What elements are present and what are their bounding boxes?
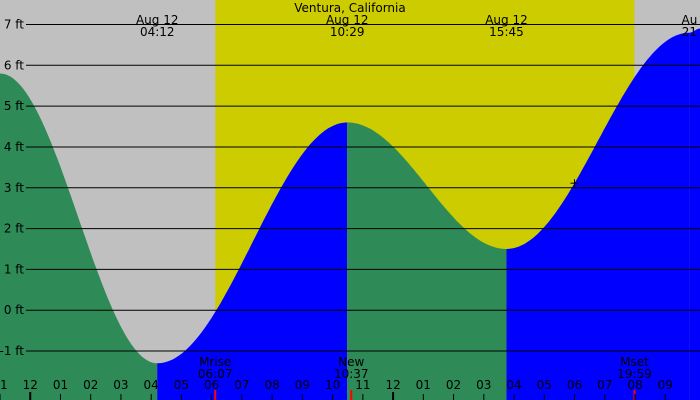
hour-tick-label: 04: [506, 378, 521, 392]
moon-event-time: 19:59: [617, 367, 652, 381]
tide-event-date: Aug 12: [136, 13, 179, 27]
hour-tick-label: 01: [416, 378, 431, 392]
hour-tick-label: 08: [264, 378, 279, 392]
hour-tick-label: 08: [627, 378, 642, 392]
y-tick-label: 5 ft: [4, 99, 24, 113]
hour-tick-label: 07: [597, 378, 612, 392]
tide-event-date: Au: [682, 13, 698, 27]
hour-tick-label: 02: [446, 378, 461, 392]
hour-tick-label: 09: [658, 378, 673, 392]
y-tick-label: 0 ft: [4, 303, 24, 317]
hour-tick-label: 09: [295, 378, 310, 392]
moon-event-label: Mset: [620, 355, 649, 369]
moon-event-time: 10:37: [334, 367, 369, 381]
hour-tick-label: 03: [476, 378, 491, 392]
tide-event-time: 10:29: [330, 25, 365, 39]
hour-tick-label: 11: [355, 378, 370, 392]
hour-tick-label: 06: [204, 378, 219, 392]
y-tick-label: 7 ft: [4, 17, 24, 31]
tide-event-time: 21: [682, 25, 697, 39]
falling-tide-area: [347, 122, 507, 400]
y-tick-label: -1 ft: [0, 344, 24, 358]
tide-event-time: 04:12: [140, 25, 175, 39]
hour-tick-label: 02: [83, 378, 98, 392]
hour-tick-label: 04: [144, 378, 159, 392]
moon-event-time: 06:07: [198, 367, 233, 381]
y-tick-label: 2 ft: [4, 222, 24, 236]
tide-event-date: Aug 12: [326, 13, 369, 27]
moon-event-label: New: [338, 355, 364, 369]
y-axis-labels: 7 ft 6 ft 5 ft 4 ft 3 ft 2 ft 1 ft 0 ft -1 ft: [0, 17, 24, 358]
hour-tick-label: 11: [0, 378, 8, 392]
rising-tide-area: [157, 122, 348, 400]
tide-fills: [0, 28, 700, 400]
grid-lines: [26, 23, 700, 352]
hour-tick-label: 12: [23, 378, 38, 392]
hour-tick-label: 05: [537, 378, 552, 392]
hour-tick-label: 06: [567, 378, 582, 392]
hour-tick-label: 03: [113, 378, 128, 392]
y-tick-label: 4 ft: [4, 140, 24, 154]
tide-event-time: 15:45: [489, 25, 524, 39]
rising-tide-area: [689, 28, 700, 400]
y-tick-label: 6 ft: [4, 58, 24, 72]
moon-event-label: Mrise: [199, 355, 231, 369]
hour-tick-label: 07: [234, 378, 249, 392]
y-tick-label: 3 ft: [4, 181, 24, 195]
x-axis: 11 12 01 02 03 04 05 06 07 08 09 10 11 12 01 02 03 04 05 06…: [0, 378, 673, 400]
falling-tide-area: [0, 73, 158, 400]
hour-tick-label: 12: [385, 378, 400, 392]
y-tick-label: 1 ft: [4, 262, 24, 276]
hour-tick-label: 05: [174, 378, 189, 392]
rising-tide-area: [506, 32, 690, 400]
hour-tick-label: 01: [53, 378, 68, 392]
hour-tick-label: 10: [325, 378, 340, 392]
tide-event-date: Aug 12: [485, 13, 528, 27]
chart-title: Ventura, California: [294, 1, 405, 15]
